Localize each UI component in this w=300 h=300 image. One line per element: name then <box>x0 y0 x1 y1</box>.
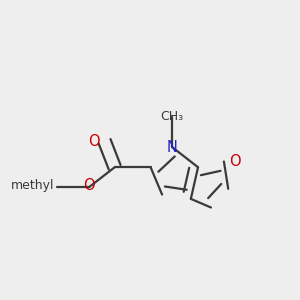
Text: O: O <box>88 134 100 149</box>
Text: O: O <box>229 154 241 169</box>
Text: CH₃: CH₃ <box>160 110 184 123</box>
Text: methyl: methyl <box>11 179 54 192</box>
Text: N: N <box>167 140 178 154</box>
Text: O: O <box>83 178 94 194</box>
